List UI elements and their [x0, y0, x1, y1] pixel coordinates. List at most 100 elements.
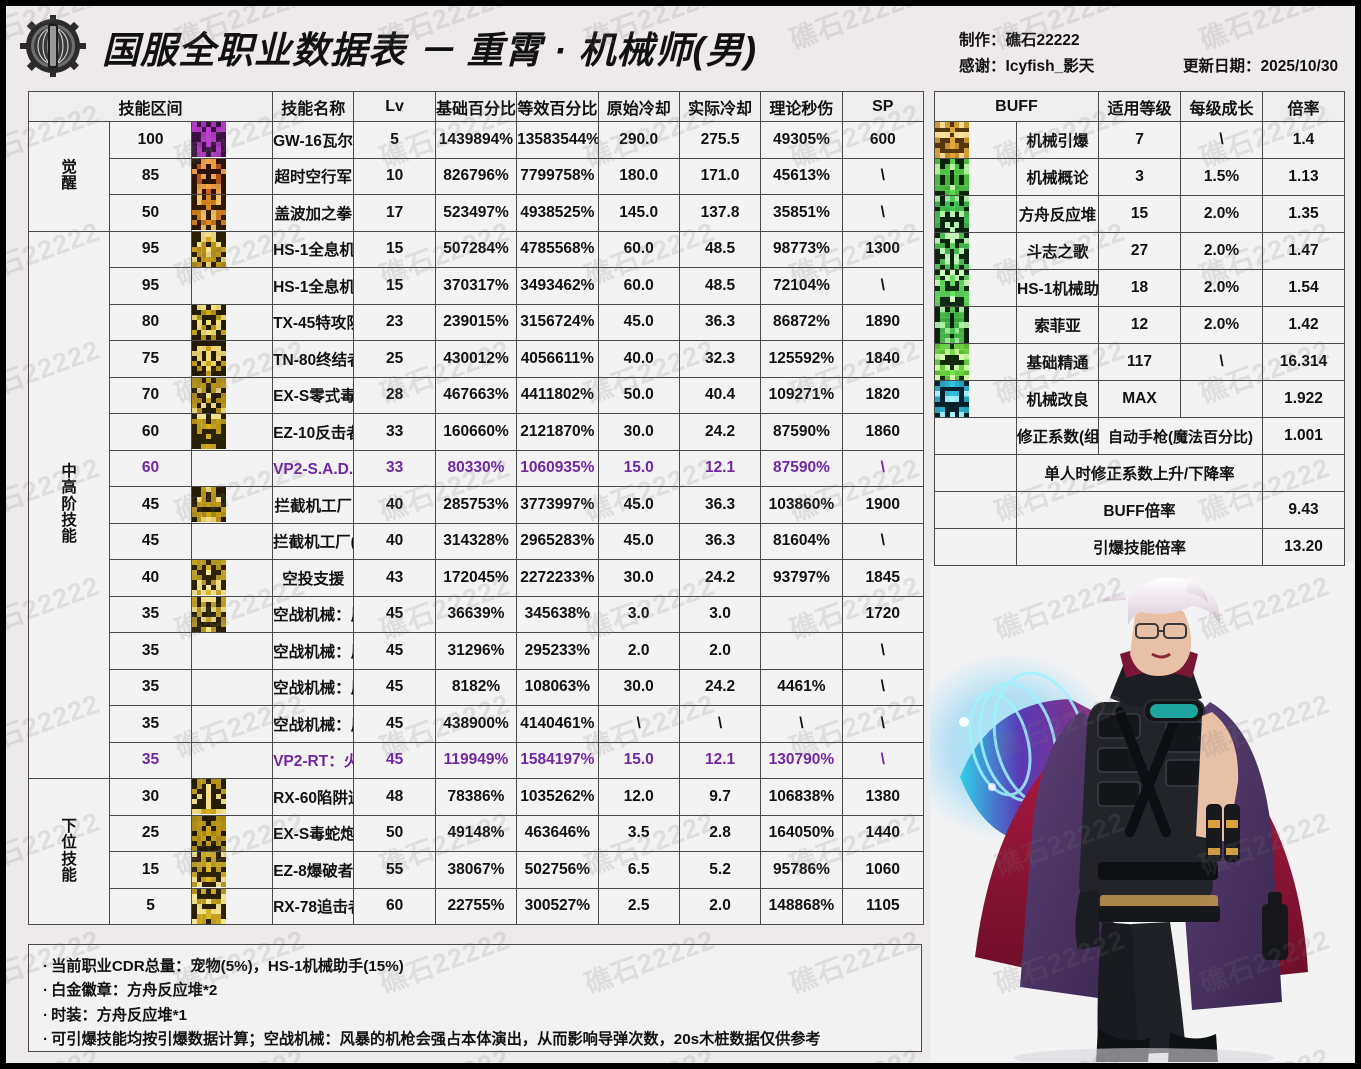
table-row[interactable]: 基础精通 117 \ 16.314 [934, 343, 1345, 381]
skill-raw-cd-cell: \ [597, 705, 680, 743]
skill-equiv-pct-cell: 295233% [516, 632, 599, 670]
buff-jixiegailiang-icon [935, 381, 969, 417]
skill-equiv-pct-cell: 1060935% [516, 449, 599, 487]
skill-icon [192, 268, 225, 303]
skill-name-cell: TX-45特攻队 [272, 303, 355, 341]
skill-zone-cell: 30 [109, 778, 192, 816]
skill-raw-cd-cell: 60.0 [597, 267, 680, 305]
table-row[interactable]: 机械概论 3 1.5% 1.13 [934, 158, 1345, 196]
table-row[interactable]: 机械引爆 7 \ 1.4 [934, 121, 1345, 159]
skill-real-cd-cell: 48.5 [678, 267, 762, 305]
buff-rate-cell: 1.001 [1262, 417, 1345, 455]
skill-raw-cd-cell: 2.0 [597, 632, 680, 670]
buff-icon-cell [934, 232, 1017, 270]
skill-theory-dps-cell: 87590% [760, 413, 843, 451]
table-row[interactable]: 95 HS-1全息机械猎手15370317%3493462%60.048.5721… [29, 267, 925, 305]
buff-data-table: BUFF 适用等级 每级成长 倍率 机械引爆 7 \ 1.4 机械概论 3 1.5% 1.13… [934, 91, 1345, 566]
skill-equiv-pct-cell: 13583544% [516, 121, 599, 159]
skill-sp-cell: \ [841, 632, 925, 670]
skill-name-cell: 空投支援 [272, 559, 355, 597]
skill-real-cd-cell: 171.0 [678, 157, 762, 195]
bullet-icon: · [43, 1006, 49, 1024]
skill-theory-dps-cell: 93797% [760, 559, 843, 597]
table-row[interactable]: 35 空战机械：风暴(爆炸)458182%108063%30.024.24461%… [29, 668, 925, 706]
skill-name-cell: 超时空行军 [272, 157, 355, 195]
skill-raw-cd-cell: 40.0 [597, 340, 680, 378]
table-row[interactable]: 45 拦截机工厂 40 285753% 3773997% 45.0 36.3 103860% 1… [29, 486, 925, 524]
buff-level-cell: 27 [1098, 232, 1181, 270]
skill-icon [936, 419, 970, 454]
table-row[interactable]: 15 EZ-8爆破者 55 38067% 502756% 6.5 5.2 95786% 1060 [29, 851, 925, 889]
table-row[interactable]: 35 VP2-RT：火药输送45119949%1584197%15.012.113… [29, 741, 925, 779]
buff-growth-cell: 1.5% [1180, 158, 1263, 196]
update-date-meta: 更新日期：2025/10/30 [1183, 54, 1338, 76]
skill-ez10-icon [192, 414, 226, 450]
note-text: 当前职业CDR总量：宠物(5%)，HS-1机械助手(15%) [51, 958, 404, 975]
skill-real-cd-cell: 12.1 [678, 449, 762, 487]
table-row[interactable]: 斗志之歌 27 2.0% 1.47 [934, 232, 1345, 270]
buff-name-cell: HS-1机械助手 [1016, 269, 1099, 307]
buff-summary-label: 引爆技能倍率 [1016, 528, 1263, 566]
table-row[interactable]: 60 EZ-10反击者 33 160660% 2121870% 30.0 24.2 87590… [29, 413, 925, 451]
skill-lv-cell: 45 [353, 595, 436, 633]
col-equiv-pct: 等效百分比 [516, 91, 599, 122]
skill-raw-cd-cell: 12.0 [597, 778, 680, 816]
skill-real-cd-cell: 2.0 [678, 632, 762, 670]
table-row[interactable]: 机械改良 MAX 1.922 [934, 380, 1345, 418]
table-row[interactable]: 下位技能30RX-60陷阱追击者4878386%1035262%12.09.71… [27, 778, 925, 925]
table-row[interactable]: 40 空投支援 43 172045% 2272233% 30.0 24.2 93797% 184… [29, 559, 925, 597]
skill-raw-cd-cell: 145.0 [597, 194, 680, 232]
table-row[interactable]: 80 TX-45特攻队 23 239015% 3156724% 45.0 36.3 86872… [29, 303, 925, 341]
skill-base-pct-cell: 467663% [434, 376, 518, 414]
bullet-icon: · [43, 982, 49, 1000]
table-row[interactable]: 45 拦截机工厂(光反应能量模块)40314328%2965283%45.036.… [29, 522, 925, 560]
buff-level-cell: 12 [1098, 306, 1181, 344]
skill-sp-cell: 1890 [841, 303, 925, 341]
skill-icon [192, 451, 225, 486]
buff-rate-cell: 1.4 [1262, 121, 1345, 159]
skill-equiv-pct-cell: 2121870% [516, 413, 599, 451]
col-theory-dps: 理论秒伤 [760, 91, 843, 122]
table-row[interactable]: 方舟反应堆 15 2.0% 1.35 [934, 195, 1345, 233]
skill-name-cell: 空战机械：风暴(20s木桩) [272, 705, 355, 743]
skill-icon-cell [190, 814, 274, 852]
table-row[interactable]: 索菲亚 12 2.0% 1.42 [934, 306, 1345, 344]
skill-real-cd-cell: 2.8 [678, 814, 762, 852]
skill-real-cd-cell: 2.0 [678, 887, 762, 925]
buff-name-cell: 机械引爆 [1016, 121, 1099, 159]
skill-sp-cell: 1840 [841, 340, 925, 378]
skill-base-pct-cell: 370317% [434, 267, 518, 305]
table-row[interactable]: 70 EX-S零式毒蛇炮28467663%4411802%50.040.41092… [29, 376, 925, 414]
table-row[interactable]: 5 RX-78追击者(嗜战追击者)6022755%300527%2.52.0148… [29, 887, 925, 925]
skill-raw-cd-cell: 50.0 [597, 376, 680, 414]
table-row[interactable]: 50 盖波加之拳 17 523497% 4938525% 145.0 137.8 35851%… [29, 194, 925, 232]
skill-name-cell: GW-16瓦尔德斯坦 [272, 121, 355, 159]
table-row[interactable]: 25 EX-S毒蛇炮(满)5049148%463646%3.52.8164050%… [29, 814, 925, 852]
skill-sp-cell: \ [841, 668, 925, 706]
skill-sp-cell: 1300 [841, 230, 925, 268]
skill-kongzhan-icon [192, 596, 226, 632]
table-row[interactable]: 85 超时空行军 10 826796% 7799758% 180.0 171.0 45613%… [29, 157, 925, 195]
skill-real-cd-cell: 137.8 [678, 194, 762, 232]
table-row[interactable]: 60 VP2-S.A.D.T反击系统3380330%1060935%15.012.… [29, 449, 925, 487]
skill-icon [192, 524, 225, 559]
skill-real-cd-cell: 3.0 [678, 595, 762, 633]
skill-icon-cell [190, 376, 274, 414]
skill-equiv-pct-cell: 1584197% [516, 741, 599, 779]
skill-lv-cell: 50 [353, 814, 436, 852]
skill-sp-cell: 1860 [841, 413, 925, 451]
page-title: 国服全职业数据表 － 重霄 · 机械师(男) [102, 30, 758, 71]
table-row[interactable]: 75 TN-80终结者 25 430012% 4056611% 40.0 32.3 12559… [29, 340, 925, 378]
table-row[interactable]: HS-1机械助手182.0%1.54 [934, 269, 1345, 307]
table-row[interactable]: 修正系数(组队)自动手枪(魔法百分比)1.001 [934, 417, 1345, 455]
skill-lanjieji-icon [192, 487, 226, 523]
skill-zone-cell: 35 [109, 705, 192, 743]
author-value: 礁石22222 [1005, 32, 1080, 49]
skill-base-pct-cell: 49148% [434, 814, 518, 852]
skill-zone-cell: 80 [109, 303, 192, 341]
